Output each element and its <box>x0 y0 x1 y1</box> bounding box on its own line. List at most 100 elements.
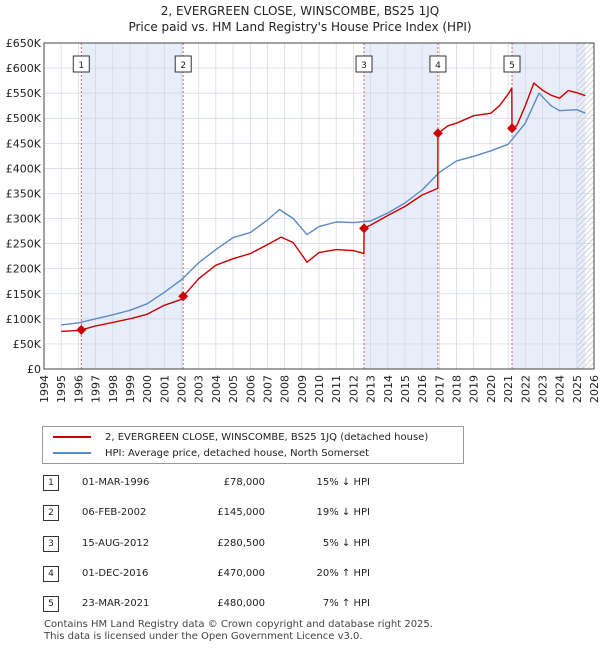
x-tick-label: 2010 <box>313 375 326 403</box>
x-tick-label: 2011 <box>330 375 343 403</box>
hpi-swatch <box>53 452 91 454</box>
x-tick-label: 2006 <box>244 375 257 403</box>
x-tick-label: 2021 <box>502 375 515 403</box>
y-tick-label: £200K <box>6 263 42 276</box>
x-tick-label: 2020 <box>485 375 498 403</box>
sale-number: 4 <box>43 566 59 582</box>
y-tick-label: £0 <box>27 363 41 376</box>
y-tick-label: £550K <box>6 87 42 100</box>
y-tick-label: £450K <box>6 137 42 150</box>
sale-price: £470,000 <box>217 568 265 579</box>
sale-number: 2 <box>43 505 59 521</box>
y-tick-label: £150K <box>6 288 42 301</box>
x-tick-label: 1997 <box>90 375 103 403</box>
chart-title: 2, EVERGREEN CLOSE, WINSCOMBE, BS25 1JQ <box>160 4 440 18</box>
sale-label-text: 1 <box>78 61 84 71</box>
x-tick-label: 2007 <box>261 375 274 403</box>
sale-number: 3 <box>43 536 59 552</box>
x-tick-label: 2025 <box>571 375 584 403</box>
sale-date: 23-MAR-2021 <box>82 598 150 609</box>
hpi-line <box>61 92 586 326</box>
x-tick-label: 2013 <box>365 375 378 403</box>
sale-date: 06-FEB-2002 <box>82 507 147 518</box>
sale-label-text: 5 <box>509 61 515 71</box>
x-tick-label: 1998 <box>107 375 120 403</box>
sale-label-box <box>174 55 192 73</box>
y-tick-label: £350K <box>6 187 42 200</box>
sale-point <box>507 123 517 134</box>
x-tick-label: 2017 <box>433 375 446 403</box>
x-tick-label: 2015 <box>399 375 412 403</box>
sale-hpi-diff: 5% ↓ HPI <box>322 538 370 549</box>
x-tick-label: 2014 <box>382 375 395 403</box>
y-tick-label: £250K <box>6 238 42 251</box>
price-chart: 1 2 3 4 5 £0 £50K £100K £150K £200K £250K £300K £350… <box>6 37 600 403</box>
x-tick-label: 2005 <box>227 375 240 403</box>
sale-point <box>432 128 443 139</box>
x-tick-label: 1999 <box>124 375 137 403</box>
legend-property-label: 2, EVERGREEN CLOSE, WINSCOMBE, BS25 1JQ … <box>105 431 429 443</box>
x-tick-label: 2016 <box>416 375 429 403</box>
sale-label-box <box>503 55 521 73</box>
x-tick-label: 2009 <box>296 375 309 403</box>
sale-hpi-diff: 19% ↓ HPI <box>316 507 370 518</box>
sale-price: £480,000 <box>217 598 265 609</box>
sale-price: £145,000 <box>217 507 265 518</box>
footer-note: Contains HM Land Registry data © Crown c… <box>44 619 433 643</box>
sale-row: 2 06-FEB-2002 £145,000 19% ↓ HPI <box>0 505 600 523</box>
ownership-period-band <box>81 43 184 369</box>
y-tick-label: £650K <box>6 37 42 50</box>
x-tick-label: 2001 <box>158 375 171 403</box>
x-tick-label: 2002 <box>176 375 189 403</box>
sale-row: 4 01-DEC-2016 £470,000 20% ↑ HPI <box>0 566 600 584</box>
sale-label-text: 2 <box>180 61 186 71</box>
sale-hpi-diff: 15% ↓ HPI <box>316 477 370 488</box>
x-tick-label: 2008 <box>279 375 292 403</box>
x-tick-label: 2000 <box>141 375 154 403</box>
forecast-hatch <box>576 43 594 369</box>
x-tick-label: 1996 <box>72 375 85 403</box>
sale-number: 5 <box>43 596 59 612</box>
y-tick-label: £400K <box>6 162 42 175</box>
sale-row: 1 01-MAR-1996 £78,000 15% ↓ HPI <box>0 475 600 493</box>
x-tick-label: 1995 <box>55 375 68 403</box>
chart-subtitle: Price paid vs. HM Land Registry's House … <box>128 20 472 34</box>
sale-date: 15-AUG-2012 <box>82 538 150 549</box>
y-tick-label: £500K <box>6 112 42 125</box>
x-tick-label: 2018 <box>451 375 464 403</box>
property-swatch <box>53 436 91 438</box>
sale-point <box>359 223 369 234</box>
sale-label-box <box>355 55 373 73</box>
x-tick-label: 2024 <box>554 375 567 403</box>
sale-hpi-diff: 20% ↑ HPI <box>316 568 370 579</box>
x-tick-label: 2023 <box>536 375 549 403</box>
ownership-period-band <box>512 43 586 369</box>
legend-hpi-label: HPI: Average price, detached house, Nort… <box>105 447 370 459</box>
sale-label-text: 4 <box>435 61 441 71</box>
sale-point <box>178 291 189 302</box>
sale-label-text: 3 <box>361 61 367 71</box>
sale-hpi-diff: 7% ↑ HPI <box>322 598 370 609</box>
sale-date: 01-MAR-1996 <box>82 477 150 488</box>
y-tick-label: £300K <box>6 213 42 226</box>
x-tick-label: 2019 <box>468 375 481 403</box>
sale-number: 1 <box>43 475 59 491</box>
sale-row: 3 15-AUG-2012 £280,500 5% ↓ HPI <box>0 536 600 554</box>
sale-label-box <box>429 55 447 73</box>
x-tick-label: 1994 <box>38 375 51 403</box>
sale-row: 5 23-MAR-2021 £480,000 7% ↑ HPI <box>0 596 600 614</box>
footer-copyright: Contains HM Land Registry data © Crown c… <box>44 619 433 630</box>
sale-price: £280,500 <box>217 538 265 549</box>
x-tick-label: 2004 <box>210 375 223 403</box>
footer-licence: This data is licensed under the Open Gov… <box>44 631 363 642</box>
x-tick-label: 2003 <box>193 375 206 403</box>
sale-date: 01-DEC-2016 <box>82 568 149 579</box>
y-tick-label: £100K <box>6 313 42 326</box>
plot-frame <box>43 42 595 370</box>
y-tick-label: £50K <box>13 338 42 351</box>
x-tick-label: 2026 <box>588 375 600 403</box>
sale-label-box <box>72 55 90 73</box>
sale-price: £78,000 <box>223 477 265 488</box>
x-tick-label: 2012 <box>347 375 360 403</box>
y-tick-label: £600K <box>6 62 42 75</box>
